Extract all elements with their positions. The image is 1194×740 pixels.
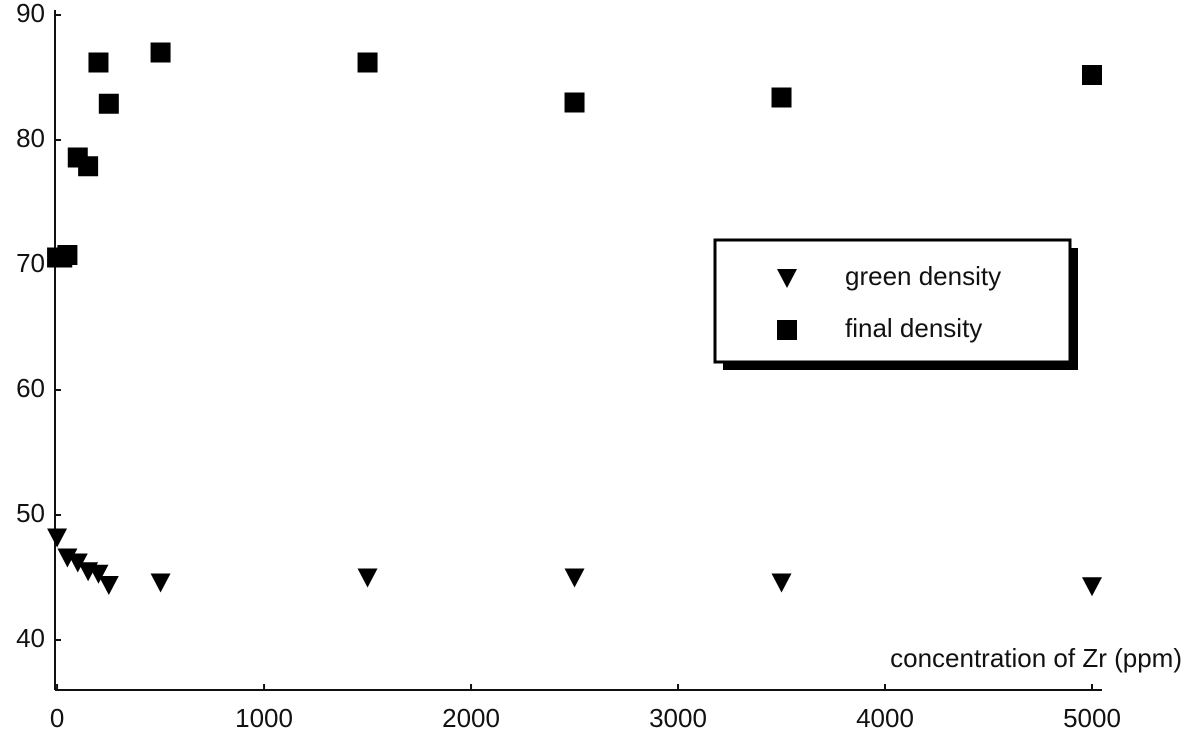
square-marker	[98, 93, 119, 114]
x-tick-label: 4000	[856, 703, 914, 733]
legend-label: green density	[845, 261, 1001, 291]
triangle-marker	[88, 564, 109, 584]
square-marker	[150, 42, 171, 63]
x-tick-label: 3000	[649, 703, 707, 733]
legend-box	[713, 238, 1072, 364]
square-marker	[78, 156, 99, 177]
x-axis-label: concentration of Zr (ppm)	[890, 643, 1182, 673]
triangle-marker	[777, 269, 797, 288]
y-tick-label: 90	[16, 0, 45, 28]
square-marker	[771, 87, 792, 108]
legend-label: final density	[845, 313, 982, 343]
triangle-marker	[57, 548, 78, 568]
triangle-marker	[98, 576, 119, 595]
triangle-marker	[47, 528, 68, 548]
triangle-marker	[150, 573, 171, 593]
y-tick-label: 50	[16, 498, 45, 528]
triangle-marker	[67, 553, 88, 573]
y-tick-label: 40	[16, 623, 45, 653]
x-tick-label: 0	[50, 703, 64, 733]
y-tick-label: 60	[16, 373, 45, 403]
x-tick-label: 2000	[442, 703, 500, 733]
triangle-marker	[357, 568, 378, 588]
triangle-marker	[564, 568, 585, 588]
triangle-marker	[1082, 577, 1102, 597]
y-tick-label: 80	[16, 123, 45, 153]
x-tick-label: 5000	[1063, 703, 1121, 733]
square-marker	[57, 245, 78, 265]
x-tick-label: 1000	[235, 703, 293, 733]
square-marker	[777, 320, 797, 340]
square-marker	[88, 52, 109, 73]
square-marker	[564, 92, 585, 113]
y-tick-label: 70	[16, 248, 45, 278]
triangle-marker	[771, 573, 792, 593]
square-marker	[1082, 65, 1102, 85]
square-marker	[357, 52, 378, 73]
